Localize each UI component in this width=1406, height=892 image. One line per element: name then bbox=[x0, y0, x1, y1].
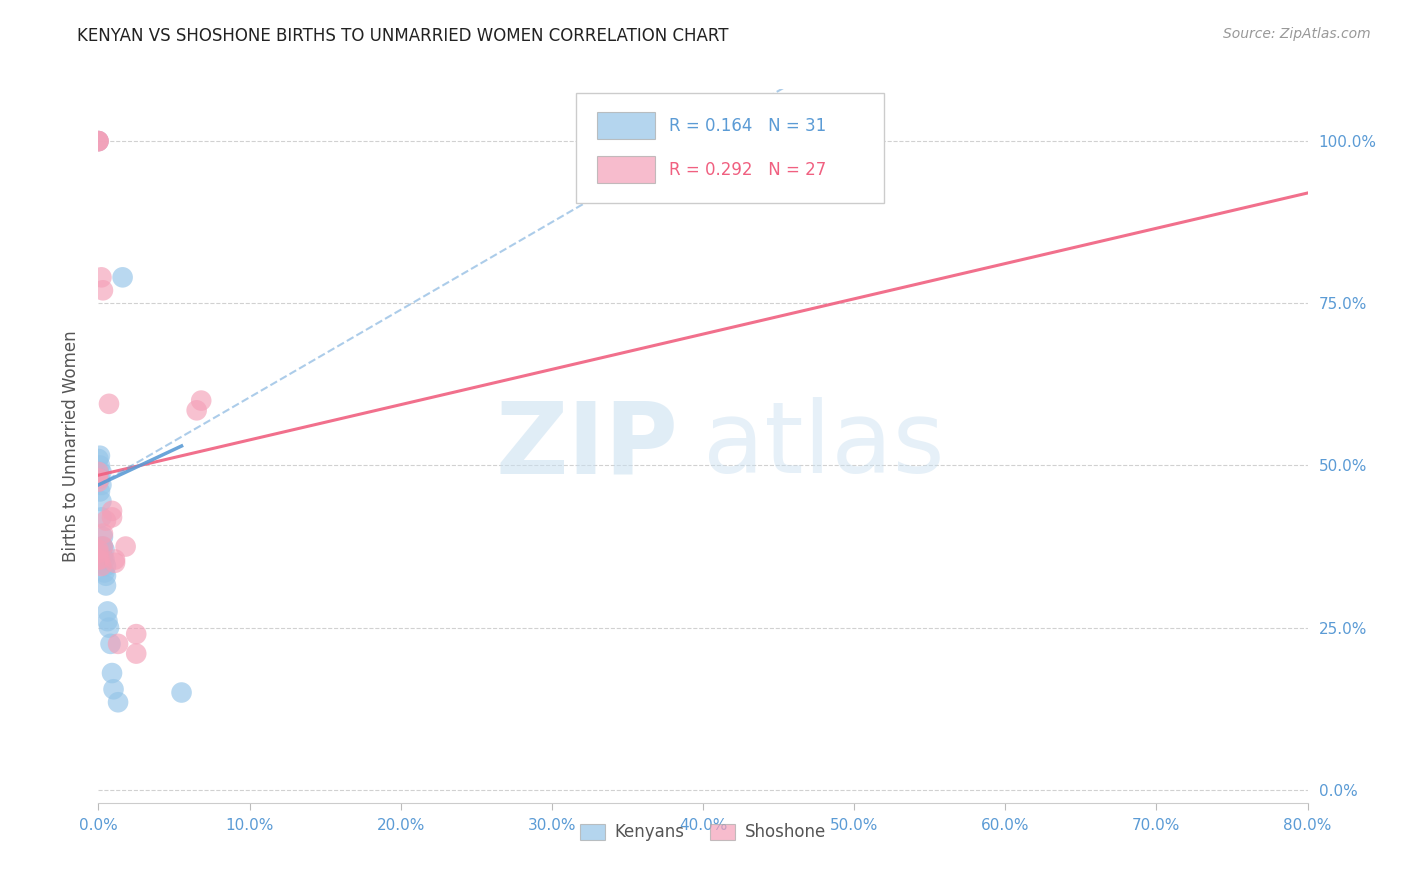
Point bbox=[96, 604, 118, 618]
Point bbox=[87, 465, 110, 479]
FancyBboxPatch shape bbox=[576, 93, 884, 203]
Point bbox=[91, 283, 114, 297]
Point bbox=[87, 552, 110, 566]
Point bbox=[94, 514, 117, 528]
Point bbox=[101, 504, 124, 518]
Point bbox=[90, 494, 112, 508]
Point bbox=[87, 475, 110, 489]
Point bbox=[87, 134, 110, 148]
Point bbox=[90, 552, 112, 566]
Point bbox=[87, 452, 110, 467]
Point bbox=[90, 559, 112, 574]
Text: R = 0.164   N = 31: R = 0.164 N = 31 bbox=[669, 117, 827, 135]
Point bbox=[89, 449, 111, 463]
Text: atlas: atlas bbox=[703, 398, 945, 494]
Point bbox=[100, 637, 122, 651]
Point bbox=[89, 458, 111, 473]
Point bbox=[94, 578, 117, 592]
Point bbox=[103, 682, 125, 697]
Point bbox=[90, 270, 112, 285]
Point bbox=[98, 621, 121, 635]
Point bbox=[104, 552, 127, 566]
Point bbox=[190, 393, 212, 408]
Point bbox=[89, 471, 111, 485]
Point bbox=[125, 647, 148, 661]
Point bbox=[90, 478, 112, 492]
Point bbox=[87, 134, 110, 148]
Point bbox=[89, 552, 111, 566]
Point bbox=[94, 559, 117, 574]
Point bbox=[91, 526, 114, 541]
Text: Source: ZipAtlas.com: Source: ZipAtlas.com bbox=[1223, 27, 1371, 41]
Point bbox=[101, 510, 124, 524]
Point bbox=[87, 546, 110, 560]
Point bbox=[111, 270, 134, 285]
Point bbox=[91, 540, 114, 554]
FancyBboxPatch shape bbox=[596, 156, 655, 184]
Point bbox=[93, 566, 115, 580]
Legend: Kenyans, Shoshone: Kenyans, Shoshone bbox=[574, 817, 832, 848]
Point bbox=[94, 568, 117, 582]
Point bbox=[186, 403, 208, 417]
Point bbox=[87, 134, 110, 148]
Point bbox=[90, 465, 112, 479]
Y-axis label: Births to Unmarried Women: Births to Unmarried Women bbox=[62, 330, 80, 562]
Point bbox=[87, 542, 110, 557]
Point bbox=[96, 614, 118, 628]
Text: ZIP: ZIP bbox=[496, 398, 679, 494]
Point bbox=[87, 134, 110, 148]
Point bbox=[91, 549, 114, 564]
Text: KENYAN VS SHOSHONE BIRTHS TO UNMARRIED WOMEN CORRELATION CHART: KENYAN VS SHOSHONE BIRTHS TO UNMARRIED W… bbox=[77, 27, 728, 45]
Point bbox=[107, 695, 129, 709]
Point bbox=[87, 471, 110, 485]
Point bbox=[91, 530, 114, 544]
Point bbox=[114, 540, 136, 554]
Point bbox=[90, 540, 112, 554]
Point bbox=[87, 465, 110, 479]
Point bbox=[170, 685, 193, 699]
Point bbox=[125, 627, 148, 641]
Point bbox=[90, 510, 112, 524]
Text: R = 0.292   N = 27: R = 0.292 N = 27 bbox=[669, 161, 827, 178]
Point bbox=[104, 556, 127, 570]
Point bbox=[107, 637, 129, 651]
Point bbox=[98, 397, 121, 411]
Point bbox=[91, 540, 114, 554]
Point bbox=[93, 552, 115, 566]
Point bbox=[89, 484, 111, 499]
Point bbox=[93, 542, 115, 557]
FancyBboxPatch shape bbox=[596, 112, 655, 139]
Point bbox=[101, 666, 124, 681]
